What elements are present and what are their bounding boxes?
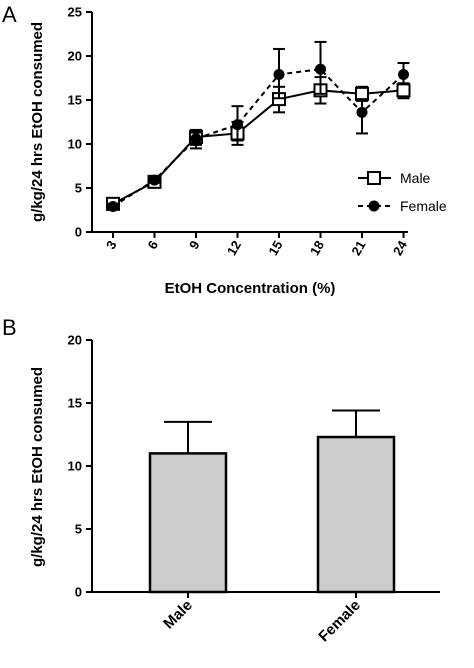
female-point xyxy=(273,68,285,80)
a-x-tick-label: 24 xyxy=(390,237,411,258)
panel-a-series xyxy=(106,40,411,212)
panel-a-letter: A xyxy=(2,2,17,27)
panel-a-y-axis-label: g/kg/24 hrs EtOH consumed xyxy=(29,22,46,222)
female-line xyxy=(112,68,405,208)
b-x-tick-label: Male xyxy=(160,597,196,633)
legend-female-label: Female xyxy=(400,198,447,214)
panel-b-x-ticks: Male Female xyxy=(160,592,364,645)
a-y-tick-label: 5 xyxy=(75,181,82,196)
female-point xyxy=(149,174,160,186)
a-y-tick-label: 25 xyxy=(68,5,82,20)
b-y-tick-label: 20 xyxy=(68,333,82,348)
b-y-tick-label: 0 xyxy=(75,585,82,600)
panel-b: B g/kg/24 hrs EtOH consumed 0 5 10 15 20 Mal… xyxy=(2,315,440,645)
female-point xyxy=(107,200,119,212)
series-male xyxy=(106,76,411,211)
female-point xyxy=(190,133,202,145)
female-point xyxy=(398,68,409,80)
panel-b-letter: B xyxy=(2,315,17,340)
a-y-tick-label: 15 xyxy=(68,93,82,108)
a-y-tick-label: 20 xyxy=(68,49,82,64)
series-female xyxy=(107,40,410,212)
male-point xyxy=(355,86,369,101)
female-point xyxy=(232,119,243,131)
a-x-tick-label: 12 xyxy=(224,238,244,258)
b-y-tick-label: 15 xyxy=(68,396,82,411)
male-point xyxy=(396,83,411,98)
a-x-tick-label: 15 xyxy=(265,238,285,258)
a-x-tick-label: 21 xyxy=(348,238,368,258)
b-y-tick-label: 10 xyxy=(68,459,82,474)
panel-a-legend: Male Female xyxy=(358,170,447,214)
panel-a-y-ticks: 0 5 10 15 20 25 xyxy=(68,5,92,240)
panel-b-bars xyxy=(148,409,396,594)
a-x-tick-label: 9 xyxy=(186,238,203,252)
panel-b-y-axis-label: g/kg/24 hrs EtOH consumed xyxy=(29,367,46,567)
panel-a: A g/kg/24 hrs EtOH consumed EtOH Concent… xyxy=(2,2,447,297)
a-x-tick-label: 18 xyxy=(307,238,327,258)
legend-male-label: Male xyxy=(400,170,431,186)
legend-male-marker xyxy=(367,171,381,185)
a-x-tick-label: 3 xyxy=(103,238,120,252)
a-x-tick-label: 6 xyxy=(144,238,161,252)
female-point xyxy=(315,63,326,75)
legend-female-marker xyxy=(368,200,380,212)
female-point xyxy=(356,106,368,118)
bar-female xyxy=(316,435,396,594)
bar-male xyxy=(148,452,228,594)
a-y-tick-label: 0 xyxy=(75,225,82,240)
legend-item-male: Male xyxy=(358,170,431,186)
b-y-tick-label: 5 xyxy=(75,522,82,537)
legend-item-female: Female xyxy=(358,198,447,214)
panel-a-x-ticks: 3 6 9 12 15 18 21 24 xyxy=(103,232,410,258)
a-y-tick-label: 10 xyxy=(68,137,82,152)
panel-b-y-ticks: 0 5 10 15 20 xyxy=(68,333,92,600)
b-x-tick-label: Female xyxy=(315,597,364,646)
panel-a-x-axis-label: EtOH Concentration (%) xyxy=(165,280,336,297)
